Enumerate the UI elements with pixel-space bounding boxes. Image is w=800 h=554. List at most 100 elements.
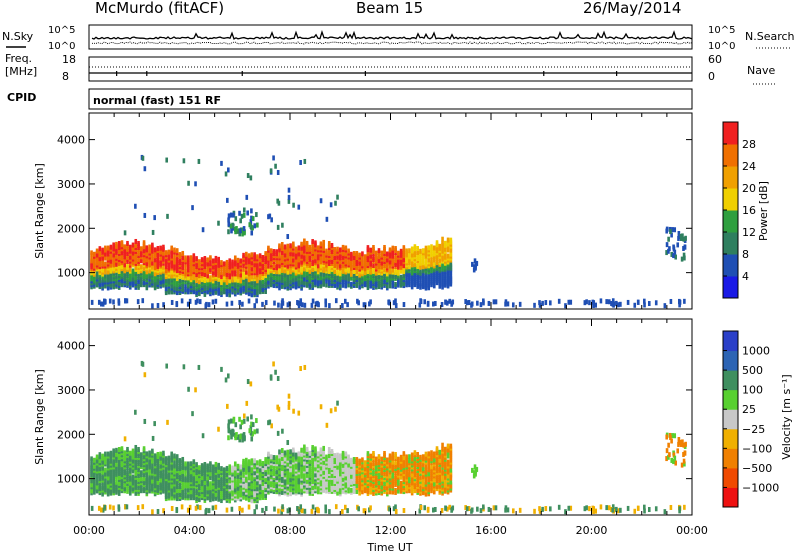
power-cell bbox=[239, 218, 242, 224]
power-cell bbox=[449, 237, 453, 243]
power-cell bbox=[245, 269, 248, 275]
power-cell bbox=[100, 301, 103, 307]
velocity-cell bbox=[258, 479, 262, 485]
power-cell bbox=[258, 279, 262, 285]
power-cell bbox=[198, 299, 202, 305]
power-cell bbox=[672, 246, 676, 252]
power-cell bbox=[380, 250, 384, 256]
power-cell bbox=[230, 300, 234, 306]
power-cell bbox=[476, 300, 479, 306]
velocity-cell bbox=[245, 475, 248, 481]
power-cell bbox=[281, 298, 284, 304]
power-cell bbox=[191, 205, 194, 211]
power-cell bbox=[643, 298, 646, 304]
power-cell bbox=[238, 210, 241, 216]
velocity-cell bbox=[242, 458, 245, 464]
power-cell bbox=[402, 245, 406, 251]
nsky-label: N.Sky bbox=[2, 30, 34, 43]
power-cell bbox=[643, 302, 646, 308]
power-cell bbox=[264, 265, 267, 271]
power-cell bbox=[363, 254, 367, 260]
velocity-cell bbox=[159, 481, 162, 487]
power-cell bbox=[292, 251, 295, 257]
power-cell bbox=[209, 255, 212, 261]
velocity-cell bbox=[264, 457, 267, 463]
velocity-cell bbox=[245, 457, 248, 463]
velocity-cell bbox=[198, 465, 201, 471]
power-cell bbox=[151, 256, 154, 262]
power-cell bbox=[324, 298, 327, 304]
velocity-cell bbox=[366, 451, 370, 457]
velocity-cell bbox=[327, 486, 331, 492]
power-cell bbox=[667, 248, 670, 254]
velocity-cell bbox=[247, 459, 251, 465]
power-cell bbox=[380, 278, 384, 284]
power-cell bbox=[228, 272, 232, 278]
velocity-cell bbox=[336, 474, 339, 480]
power-cell bbox=[416, 246, 419, 252]
freq-tick-high: 18 bbox=[62, 53, 76, 66]
power-cell bbox=[430, 244, 433, 250]
power-cell bbox=[224, 171, 228, 177]
nsky-tick-low: 10^0 bbox=[48, 41, 75, 52]
velocity-cell bbox=[156, 451, 160, 457]
power-cell bbox=[303, 158, 307, 164]
power-cell bbox=[209, 261, 212, 267]
velocity-cell bbox=[333, 453, 337, 459]
power-cell bbox=[181, 262, 185, 268]
power-cell bbox=[170, 299, 174, 305]
power-cell bbox=[108, 298, 112, 304]
power-cell bbox=[441, 236, 444, 242]
power-colorbar-swatches bbox=[723, 122, 738, 299]
power-cell bbox=[438, 243, 442, 249]
power-cell bbox=[101, 277, 104, 283]
power-cell bbox=[242, 252, 245, 258]
power-cell bbox=[231, 277, 234, 283]
power-cell bbox=[305, 240, 309, 246]
power-cell bbox=[143, 212, 147, 218]
velocity-cell bbox=[101, 483, 104, 489]
power-cell bbox=[134, 278, 138, 284]
power-cell bbox=[299, 160, 302, 166]
power-cell bbox=[355, 251, 359, 257]
velocity-cell bbox=[209, 467, 212, 473]
power-cell bbox=[316, 281, 320, 287]
velocity-cell bbox=[90, 462, 93, 468]
velocity-cell bbox=[178, 484, 182, 490]
power-cell bbox=[228, 258, 232, 264]
power-cell bbox=[410, 266, 414, 272]
power-cell bbox=[361, 257, 364, 263]
colorbar-swatch bbox=[723, 276, 738, 299]
velocity-cell bbox=[245, 483, 248, 489]
power-cell bbox=[392, 300, 396, 306]
velocity-cell bbox=[142, 446, 146, 452]
velocity-cell bbox=[109, 450, 113, 456]
power-cell bbox=[308, 260, 312, 266]
power-cell bbox=[328, 303, 331, 309]
power-cell bbox=[511, 302, 515, 308]
power-cell bbox=[286, 302, 290, 308]
power-cell bbox=[419, 268, 422, 274]
power-cell bbox=[211, 270, 215, 276]
power-cell bbox=[467, 300, 471, 306]
velocity-cell bbox=[233, 477, 237, 483]
power-cell bbox=[247, 269, 251, 275]
power-cell bbox=[358, 252, 361, 258]
power-cell bbox=[175, 301, 179, 307]
velocity-cell bbox=[164, 456, 168, 462]
power-cell bbox=[151, 303, 154, 309]
power-cell bbox=[255, 298, 258, 304]
power-cell bbox=[670, 232, 673, 238]
power-cell bbox=[249, 219, 253, 225]
velocity-cell bbox=[225, 465, 229, 471]
velocity-cell bbox=[311, 445, 314, 451]
power-cell bbox=[141, 298, 145, 304]
power-data bbox=[90, 154, 687, 309]
colorbar-tick-label: 16 bbox=[742, 204, 756, 217]
power-cell bbox=[676, 242, 680, 248]
power-cell bbox=[668, 246, 671, 252]
velocity-cell bbox=[391, 473, 395, 479]
velocity-cell bbox=[372, 468, 375, 474]
power-cell bbox=[435, 260, 439, 266]
